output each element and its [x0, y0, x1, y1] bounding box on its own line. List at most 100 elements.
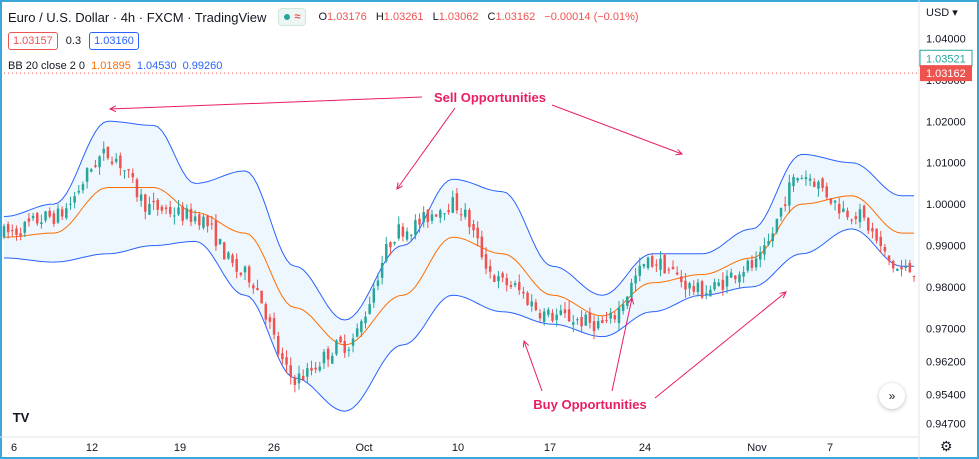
candle-body: [15, 228, 18, 235]
candle-body: [667, 269, 671, 271]
candle-body: [339, 336, 342, 343]
candle-body: [526, 292, 529, 305]
candle-body: [376, 280, 380, 286]
candle-body: [206, 215, 209, 227]
y-tick-label: 1.00000: [926, 199, 966, 211]
y-tick-label: 0.97000: [926, 323, 966, 335]
tradingview-logo-icon: TV: [12, 409, 30, 425]
fast-forward-icon[interactable]: »: [879, 383, 905, 409]
candle-body: [551, 312, 554, 321]
candle-body: [94, 165, 97, 167]
candle-body: [497, 276, 500, 282]
candle-body: [177, 207, 180, 215]
candle-body: [451, 197, 455, 213]
candle-body: [6, 224, 10, 233]
candle-body: [331, 355, 334, 364]
candle-body: [156, 200, 159, 210]
basis-line: [3, 187, 914, 346]
candle-body: [858, 209, 862, 223]
candle-body: [854, 216, 858, 220]
high-value: 1.03261: [383, 11, 424, 23]
candle-body: [347, 349, 351, 351]
candle-body: [671, 266, 675, 270]
candle-body: [27, 218, 31, 222]
candle-body: [314, 367, 317, 370]
market-status-badge[interactable]: ≈: [278, 8, 307, 26]
candle-body: [168, 207, 172, 214]
buy-button[interactable]: 1.03160: [89, 32, 139, 50]
candle-body: [198, 214, 201, 226]
candle-body: [891, 260, 895, 269]
candle-body: [601, 319, 604, 324]
candle-body: [783, 204, 787, 206]
x-tick-label: Oct: [355, 442, 372, 454]
candle-body: [630, 282, 633, 298]
buy-arrow: [654, 292, 786, 399]
candle-body: [405, 231, 409, 240]
candle-body: [842, 208, 845, 212]
candle-body: [306, 368, 309, 377]
candle-body: [684, 280, 687, 290]
market-open-icon: [284, 14, 291, 20]
candle-body: [418, 218, 421, 225]
candle-body: [696, 282, 700, 292]
indicator-legend[interactable]: BB 20 close 2 0 1.01895 1.04530 0.99260: [8, 60, 222, 72]
candle-body: [214, 220, 218, 246]
band-fill: [4, 121, 914, 412]
candle-body: [35, 213, 39, 224]
candle-body: [401, 226, 405, 237]
candle-body: [185, 208, 189, 219]
candle-body: [264, 304, 268, 320]
candle-body: [779, 207, 783, 217]
candle-body: [821, 178, 824, 188]
candle-body: [896, 268, 899, 271]
sell-button[interactable]: 1.03157: [8, 32, 58, 50]
candle-body: [189, 208, 193, 222]
gear-icon[interactable]: ⚙: [940, 438, 953, 454]
candle-body: [73, 196, 76, 203]
time-axis[interactable]: 6 12 19 26 Oct 10 17 24 Nov 7: [0, 436, 919, 454]
candle-body: [912, 275, 916, 277]
candle-body: [559, 310, 563, 315]
ohlc-readout: O1.03176 H1.03261 L1.03062 C1.03162 −0.0…: [318, 11, 639, 23]
candle-body: [106, 146, 110, 159]
candle-body: [152, 200, 155, 203]
candle-body: [817, 181, 820, 189]
candle-body: [310, 367, 313, 371]
close-value: 1.03162: [495, 11, 536, 23]
x-tick-label: 17: [544, 442, 556, 454]
price-axis[interactable]: 0.94700 0.95400 0.96200 0.97000 0.98000 0.990…: [4, 0, 973, 459]
upper-value: 1.04530: [136, 60, 177, 72]
x-tick-label: 7: [827, 442, 833, 454]
x-tick-label: 10: [452, 442, 464, 454]
trade-panel: 1.03157 0.3 1.03160: [8, 32, 139, 50]
candle-body: [501, 273, 504, 278]
candle-body: [2, 226, 6, 238]
symbol-title[interactable]: Euro / U.S. Dollar · 4h · FXCM · Trading…: [8, 9, 267, 25]
candle-body: [634, 275, 637, 284]
candle-body: [572, 322, 575, 325]
candle-body: [65, 208, 68, 218]
candle-body: [127, 169, 130, 171]
candle-body: [397, 224, 400, 239]
candle-body: [19, 233, 22, 237]
candle-body: [364, 316, 367, 324]
candle-body: [247, 266, 251, 283]
candle-body: [862, 205, 866, 218]
candle-body: [700, 281, 704, 298]
candle-body: [713, 282, 716, 290]
candle-body: [754, 258, 758, 268]
currency-label[interactable]: USD ▾: [926, 7, 958, 19]
candle-body: [218, 238, 222, 245]
candle-body: [742, 272, 745, 277]
candle-body: [734, 275, 737, 280]
candle-body: [385, 244, 388, 262]
wave-icon: ≈: [294, 11, 301, 23]
candle-body: [160, 206, 164, 211]
candle-body: [268, 317, 272, 322]
candle-body: [443, 213, 446, 215]
candle-body: [434, 214, 438, 217]
candle-body: [767, 240, 770, 245]
candle-body: [846, 210, 849, 218]
